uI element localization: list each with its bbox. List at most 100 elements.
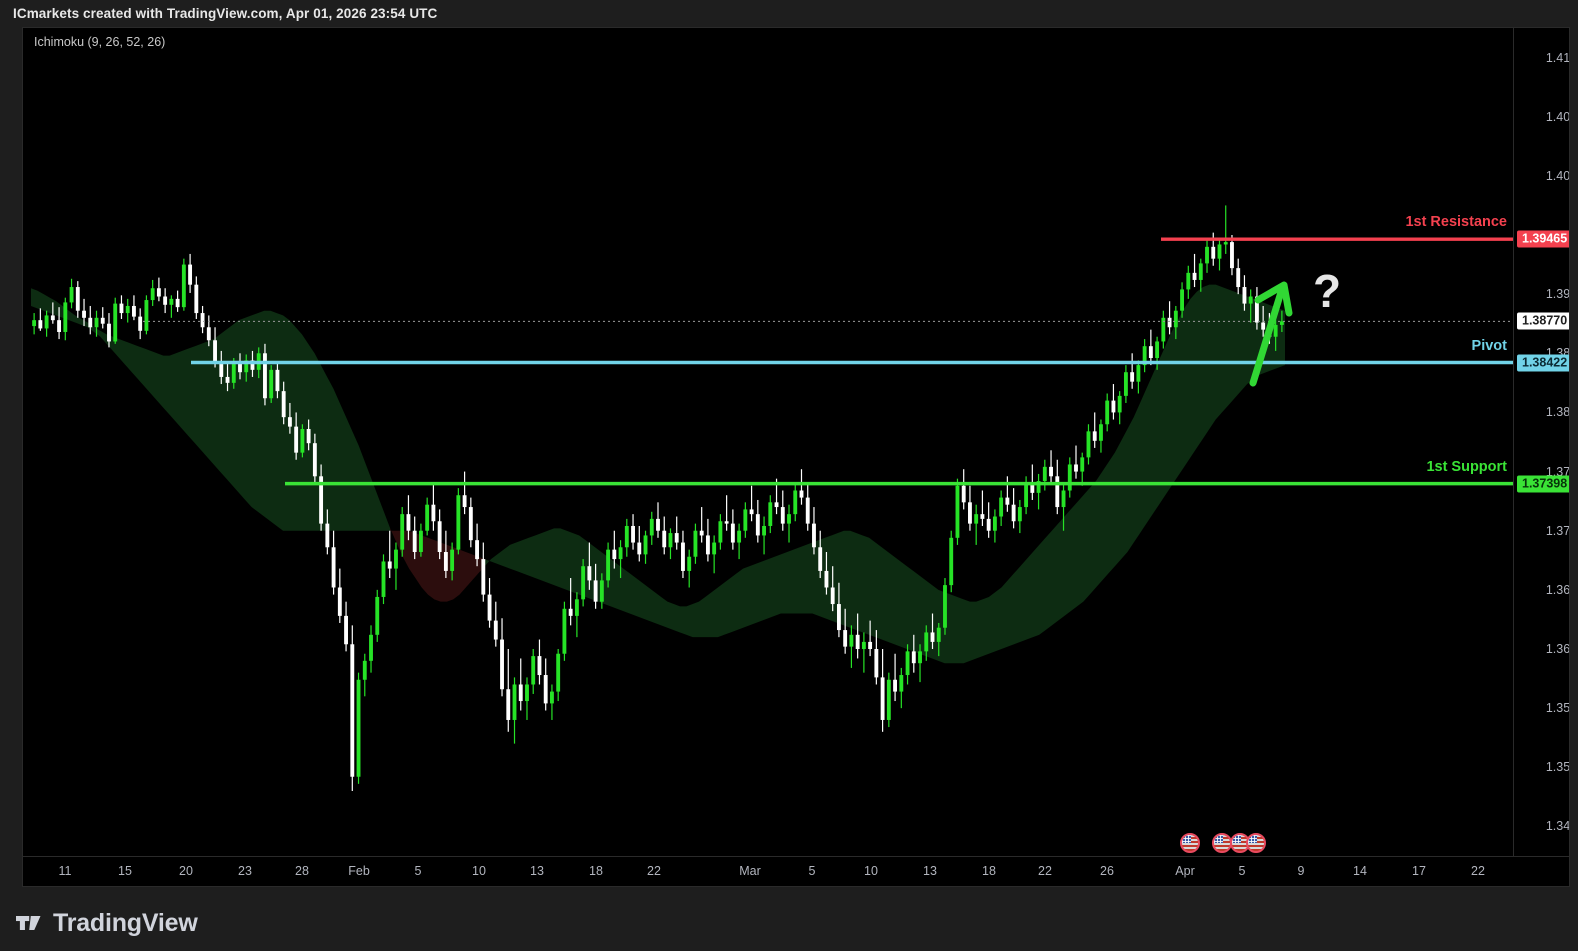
price-axis[interactable]: 1.410001.405001.400001.390001.385001.380… <box>1513 28 1570 856</box>
candle-body-down <box>774 502 779 508</box>
candle-body-down <box>681 542 685 571</box>
price-pill-pivot[interactable]: 1.38422 <box>1517 354 1569 371</box>
tradingview-logo[interactable]: TradingView <box>16 909 198 938</box>
candle-body-up <box>231 363 236 383</box>
candle-body-down <box>855 634 860 649</box>
candle-body-up <box>1142 346 1147 366</box>
candle-body-down <box>337 587 342 616</box>
candle-body-down <box>868 641 873 649</box>
candle-body-up <box>768 502 773 526</box>
time-tick: 11 <box>58 864 72 878</box>
candle-body-down <box>100 317 105 324</box>
candle-body-down <box>799 490 804 498</box>
candle-body-up <box>574 599 579 616</box>
candle-body-down <box>1005 497 1010 505</box>
candle-body-down <box>219 361 224 377</box>
time-tick: Mar <box>739 864 761 878</box>
candlestick-series <box>32 205 1284 791</box>
chart-plot-area[interactable]: Ichimoku (9, 26, 52, 26) 1st Resistance P… <box>23 28 1513 856</box>
event-flag-marker-us[interactable] <box>1212 833 1232 853</box>
time-tick: 28 <box>295 864 309 878</box>
chart-footer: TradingView <box>0 895 1578 951</box>
candle-body-up <box>1279 321 1284 325</box>
candle-body-down <box>82 310 86 318</box>
candle-body-down <box>780 507 785 524</box>
candle-body-down <box>475 540 480 560</box>
candle-body-down <box>1074 464 1078 472</box>
candle-body-up <box>943 585 947 628</box>
time-tick: 22 <box>647 864 661 878</box>
candle-body-down <box>156 288 161 297</box>
candle-body-down <box>968 502 972 524</box>
price-chart-svg <box>23 28 1513 856</box>
candle-body-up <box>924 632 929 652</box>
price-tick: 1.35500 <box>1545 701 1570 716</box>
time-tick: 5 <box>1238 864 1246 878</box>
price-pill-1st-support[interactable]: 1.37398 <box>1517 475 1569 493</box>
chart-header: ICmarkets created with TradingView.com, … <box>0 0 1578 27</box>
candle-body-down <box>387 561 392 569</box>
candle-body-down <box>119 303 124 314</box>
candle-body-down <box>818 547 823 571</box>
candle-body-up <box>918 651 922 664</box>
candle-body-up <box>1248 296 1253 304</box>
candle-body-up <box>718 521 723 543</box>
candle-body-up <box>556 653 561 692</box>
candle-body-down <box>38 320 43 329</box>
event-flag-marker-us[interactable] <box>1246 833 1266 853</box>
price-pill-1st-resistance[interactable]: 1.39465 <box>1517 230 1569 248</box>
time-tick: 5 <box>808 864 816 878</box>
candle-body-up <box>999 497 1004 517</box>
indicator-legend-label: Ichimoku (9, 26, 52, 26) <box>34 35 166 49</box>
candle-body-down <box>893 679 898 692</box>
candle-body-down <box>843 630 848 647</box>
candle-body-down <box>1030 483 1035 493</box>
candle-body-down <box>830 587 835 605</box>
candle-body-down <box>537 656 542 676</box>
candle-body-up <box>1086 431 1091 458</box>
candle-body-down <box>325 523 330 548</box>
candle-body-up <box>125 305 130 314</box>
price-tick: 1.37000 <box>1545 523 1570 538</box>
indicator-legend[interactable]: Ichimoku (9, 26, 52, 26) <box>34 35 165 49</box>
candle-body-down <box>75 287 80 311</box>
candle-body-up <box>1061 490 1066 508</box>
candle-body-up <box>63 302 68 332</box>
candle-body-down <box>1242 287 1247 304</box>
time-tick: 22 <box>1471 864 1485 878</box>
candle-body-down <box>107 323 111 342</box>
time-tick: 10 <box>472 864 486 878</box>
candle-body-up <box>269 369 274 399</box>
event-flag-marker-us[interactable] <box>1180 833 1200 853</box>
candle-body-down <box>961 485 966 503</box>
candle-body-up <box>712 542 717 555</box>
candle-body-up <box>456 495 461 550</box>
arrow-head <box>1254 281 1293 317</box>
candle-body-up <box>905 651 910 676</box>
candle-body-down <box>755 514 760 536</box>
candle-body-up <box>1155 341 1160 359</box>
price-pill-current[interactable]: 1.38770 <box>1517 312 1569 330</box>
candle-body-up <box>1042 466 1047 482</box>
candle-body-down <box>724 521 729 524</box>
chart-frame[interactable]: Ichimoku (9, 26, 52, 26) 1st Resistance P… <box>22 27 1570 857</box>
candle-body-down <box>344 615 348 645</box>
time-tick: 10 <box>864 864 878 878</box>
candle-body-down <box>880 677 885 720</box>
tradingview-wordmark: TradingView <box>53 908 198 937</box>
time-axis[interactable]: 11 15 20 23 28 Feb 5 10 13 18 22 Mar 5 10 13 18 22 26 Apr 5… <box>22 857 1570 887</box>
candle-body-down <box>1261 322 1266 330</box>
candle-body-up <box>861 641 866 649</box>
price-tick: 1.40500 <box>1545 109 1570 124</box>
candle-body-down <box>225 376 230 383</box>
candle-body-up <box>550 691 554 704</box>
candle-body-up <box>1161 317 1166 342</box>
tradingview-logo-icon <box>16 916 41 930</box>
candle-body-down <box>493 620 498 640</box>
candle-body-down <box>406 514 411 531</box>
candle-body-down <box>506 689 511 720</box>
candle-body-down <box>1236 268 1241 288</box>
price-tick: 1.36500 <box>1545 582 1570 597</box>
candle-body-down <box>312 443 317 477</box>
candle-body-up <box>762 525 766 536</box>
